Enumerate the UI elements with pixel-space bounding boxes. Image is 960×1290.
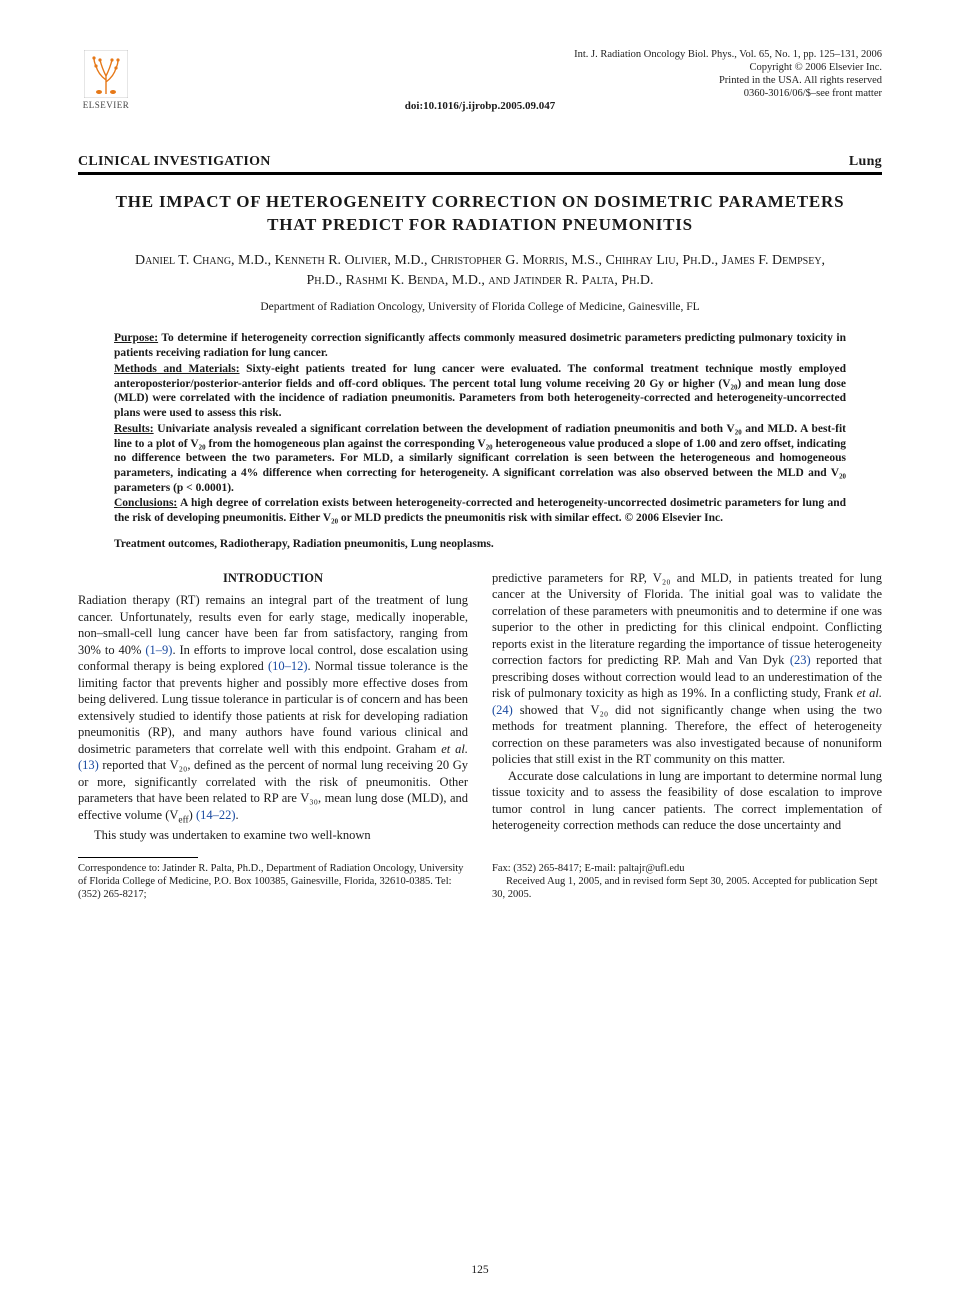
methods-label: Methods and Materials: [114,363,240,375]
purpose-label: Purpose: [114,332,158,344]
introduction-heading: INTRODUCTION [78,570,468,587]
ref-10-12[interactable]: (10–12) [268,659,308,673]
article-title: THE IMPACT OF HETEROGENEITY CORRECTION O… [108,191,852,237]
section-topic: Lung [849,154,882,170]
footnotes: Correspondence to: Jatinder R. Palta, Ph… [78,862,882,901]
doi: doi:10.1016/j.ijrobp.2005.09.047 [78,100,882,112]
results-text: Univariate analysis revealed a significa… [114,423,846,494]
elsevier-tree-icon [84,50,128,98]
body-paragraph-3: predictive parameters for RP, V₂₀ and ML… [492,570,882,768]
column-left: INTRODUCTION Radiation therapy (RT) rema… [78,570,468,843]
column-right: predictive parameters for RP, V₂₀ and ML… [492,570,882,843]
ref-23[interactable]: (23) [790,653,811,667]
ref-14-22[interactable]: (14–22) [196,808,236,822]
contact-fax-email: Fax: (352) 265-8417; E-mail: paltajr@ufl… [492,862,882,875]
received-dates: Received Aug 1, 2005, and in revised for… [492,875,882,901]
journal-rights: Printed in the USA. All rights reserved [574,74,882,87]
abstract-conclusions: Conclusions: A high degree of correlatio… [114,496,846,525]
abstract-purpose: Purpose: To determine if heterogeneity c… [114,331,846,360]
conclusions-text: A high degree of correlation exists betw… [114,497,846,524]
body-paragraph-4: Accurate dose calculations in lung are i… [492,768,882,834]
footnote-left: Correspondence to: Jatinder R. Palta, Ph… [78,862,468,901]
body-paragraph-1: Radiation therapy (RT) remains an integr… [78,592,468,826]
affiliation: Department of Radiation Oncology, Univer… [78,301,882,313]
authors: Daniel T. Chang, M.D., Kenneth R. Olivie… [118,251,842,292]
publisher-logo: ELSEVIER [78,48,134,112]
section-type: CLINICAL INVESTIGATION [78,154,271,170]
publisher-name: ELSEVIER [83,100,130,110]
correspondence: Correspondence to: Jatinder R. Palta, Ph… [78,863,463,900]
journal-copyright: Copyright © 2006 Elsevier Inc. [574,61,882,74]
ref-24[interactable]: (24) [492,703,513,717]
footnote-right: Fax: (352) 265-8417; E-mail: paltajr@ufl… [492,862,882,901]
footnote-rule [78,857,198,858]
section-bar: CLINICAL INVESTIGATION Lung [78,154,882,175]
body-paragraph-2: This study was undertaken to examine two… [78,827,468,844]
abstract-methods: Methods and Materials: Sixty-eight patie… [114,362,846,421]
page-number: 125 [0,1264,960,1276]
journal-meta: Int. J. Radiation Oncology Biol. Phys., … [574,48,882,101]
abstract-results: Results: Univariate analysis revealed a … [114,422,846,496]
conclusions-label: Conclusions: [114,497,177,509]
body-columns: INTRODUCTION Radiation therapy (RT) rema… [78,570,882,843]
purpose-text: To determine if heterogeneity correction… [114,332,846,359]
results-label: Results: [114,423,154,435]
abstract: Purpose: To determine if heterogeneity c… [114,331,846,525]
ref-1-9[interactable]: (1–9) [145,643,172,657]
ref-13[interactable]: (13) [78,758,99,772]
journal-issn: 0360-3016/06/$–see front matter [574,87,882,100]
keywords: Treatment outcomes, Radiotherapy, Radiat… [114,538,846,550]
journal-citation: Int. J. Radiation Oncology Biol. Phys., … [574,48,882,61]
